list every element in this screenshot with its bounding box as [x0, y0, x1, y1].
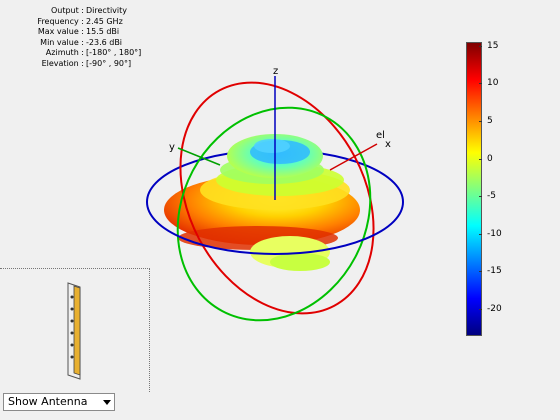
y-axis — [177, 147, 221, 166]
info-value: 2.45 GHz — [86, 16, 123, 26]
elevation-label: el — [376, 130, 385, 141]
z-axis-label: z — [273, 66, 278, 77]
colorbar-tick-mark — [479, 196, 482, 198]
chevron-down-icon — [103, 400, 111, 405]
colorbar-tick-label: 0 — [487, 153, 493, 164]
colorbar-tick-label: -20 — [487, 303, 502, 314]
info-row: Azimuth : [-180° , 180°] — [0, 48, 150, 59]
colorbar-tick-mark — [479, 83, 482, 85]
info-row: Min value : -23.6 dBi — [0, 38, 150, 49]
x-axis-label: x — [385, 139, 391, 150]
info-value: [-90° , 90°] — [86, 58, 132, 68]
info-value: -23.6 dBi — [86, 37, 123, 47]
info-key: Elevation : — [41, 58, 84, 68]
info-key: Frequency : — [37, 16, 84, 26]
colorbar-tick-label: -15 — [487, 266, 502, 277]
info-value: 15.5 dBi — [86, 27, 120, 37]
info-key: Output : — [50, 6, 84, 15]
show-antenna-dropdown[interactable]: Show Antenna — [3, 393, 115, 411]
colorbar-tick-mark — [479, 271, 482, 273]
colorbar-tick-label: -5 — [487, 191, 496, 202]
pattern-info-panel: Output : Directivity Frequency :2.45 GHz Ma… — [0, 6, 150, 70]
info-row: Max value :15.5 dBi — [0, 27, 150, 38]
colorbar-tick-label: 10 — [487, 78, 499, 89]
colorbar-tick-mark — [479, 120, 482, 122]
horizon-ring-front — [146, 201, 404, 255]
antenna-icon — [67, 282, 81, 380]
colorbar-tick-mark — [479, 233, 482, 235]
info-row: Elevation : [-90° , 90°] — [0, 59, 150, 70]
info-value: [-180° , 180°] — [86, 48, 142, 58]
dropdown-selected-label: Show Antenna — [8, 395, 88, 408]
colorbar: 15 10 5 0 -5 -10 -15 -20 — [466, 41, 502, 336]
colorbar-tick-label: 5 — [487, 115, 493, 126]
y-axis-label: y — [169, 142, 175, 153]
antenna-preview-panel — [0, 268, 150, 392]
info-key: Max value : — [37, 27, 84, 37]
azimuth-ring — [176, 106, 372, 322]
info-key: Min value : — [40, 37, 84, 47]
x-axis — [329, 143, 378, 171]
colorbar-tick-label: -10 — [487, 228, 502, 239]
info-row: Frequency :2.45 GHz — [0, 17, 150, 28]
info-key: Azimuth : — [45, 48, 84, 58]
info-row: Output : Directivity — [0, 6, 150, 17]
colorbar-tick-label: 15 — [487, 40, 499, 51]
colorbar-tick-mark — [479, 308, 482, 310]
colorbar-gradient — [466, 42, 482, 336]
info-value: Directivity — [86, 6, 128, 15]
colorbar-tick-mark — [479, 158, 482, 160]
colorbar-tick-mark — [479, 45, 482, 47]
